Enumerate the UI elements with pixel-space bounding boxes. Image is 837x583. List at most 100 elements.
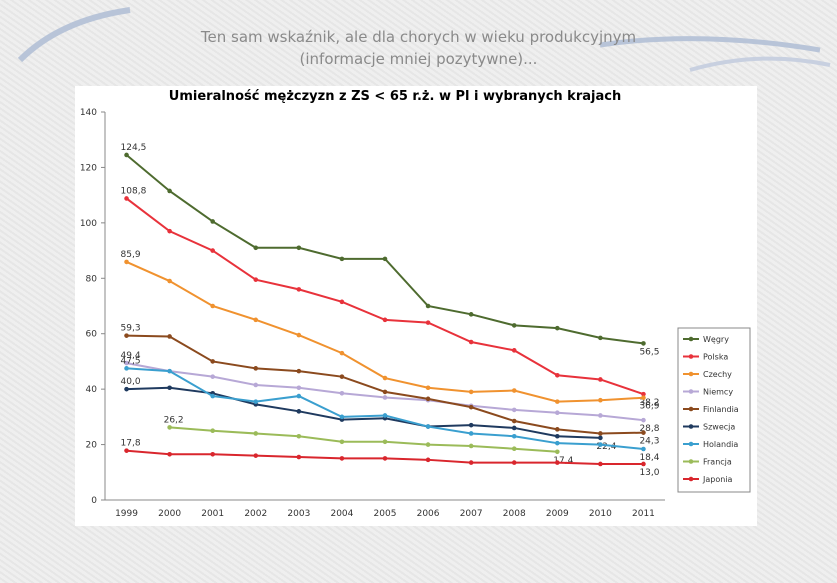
data-point [382,389,388,395]
data-point [124,448,129,453]
legend-marker [688,371,694,377]
data-point [555,427,560,432]
legend-marker [688,424,694,429]
data-point [468,422,474,428]
legend-marker [688,476,694,482]
data-point [425,424,431,429]
legend-marker [688,354,694,359]
x-tick-label: 1999 [115,509,138,519]
x-tick-label: 2003 [287,509,310,519]
data-point [296,332,302,338]
data-point [339,374,345,379]
chart-title: Umieralność mężczyzn z ZS < 65 r.ż. w Pl… [169,89,621,104]
data-point [641,395,646,401]
data-point [555,433,560,439]
data-point [253,245,259,251]
legend-marker [688,389,694,394]
data-point [425,396,431,402]
data-label: 26,2 [164,415,184,425]
legend-label: Japonia [702,475,733,484]
x-tick-label: 2002 [244,509,267,519]
chart-background [75,86,757,526]
data-point [253,431,259,436]
data-label: 47,5 [121,356,141,366]
legend-label: Czechy [703,370,732,379]
data-point [511,446,517,452]
data-point [468,443,474,449]
data-point [382,317,388,323]
data-point [425,385,431,391]
data-point [641,461,646,467]
legend-label: Polska [703,353,728,362]
data-point [296,385,302,391]
y-tick-label: 100 [80,219,97,229]
data-label: 28,8 [639,424,659,434]
data-label: 59,3 [121,324,141,334]
data-point [598,435,603,441]
data-point [425,303,431,309]
data-point [598,335,603,341]
data-point [382,375,388,381]
data-label: 40,0 [121,377,141,387]
data-point [382,439,388,445]
data-point [468,312,474,317]
data-point [511,433,517,439]
data-point [511,407,517,413]
data-point [598,442,603,447]
data-point [296,409,302,414]
data-point [598,413,603,418]
data-point [555,372,560,378]
data-point [124,366,129,371]
data-point [167,188,172,194]
data-label: 124,5 [121,143,147,153]
data-point [253,366,259,371]
x-tick-label: 2009 [546,509,569,519]
data-point [296,245,302,251]
data-label: 22,4 [596,442,616,452]
x-tick-label: 2011 [632,509,655,519]
data-point [598,431,603,436]
data-point [555,449,560,455]
x-tick-label: 2006 [417,509,440,519]
y-tick-label: 120 [80,163,97,173]
y-tick-label: 140 [80,108,97,118]
data-point [124,360,129,366]
data-point [210,451,215,457]
data-point [167,368,172,374]
data-point [210,393,215,399]
data-point [296,368,302,374]
data-point [382,256,388,262]
y-tick-label: 0 [91,496,97,506]
legend-marker [688,441,694,447]
data-point [210,248,215,253]
data-point [124,259,129,265]
data-point [210,374,215,379]
data-point [167,334,172,339]
data-point [511,388,517,393]
y-tick-label: 80 [86,274,98,284]
data-point [339,391,345,396]
data-point [382,395,388,400]
data-point [468,460,474,465]
data-point [598,461,603,467]
data-label: 13,0 [639,468,659,478]
data-point [382,413,388,418]
x-tick-label: 2001 [201,509,224,519]
data-point [296,454,302,460]
data-label: 17,4 [553,456,573,466]
data-point [555,399,560,404]
data-point [511,418,517,424]
data-point [555,410,560,416]
data-point [555,325,560,331]
data-label: 24,3 [639,437,659,447]
x-tick-label: 2008 [503,509,526,519]
data-point [253,453,259,458]
data-point [167,385,172,391]
slide-title: Ten sam wskaźnik, ale dla chorych w wiek… [200,28,637,46]
data-point [468,389,474,395]
chart: Umieralność mężczyzn z ZS < 65 r.ż. w Pl… [75,86,757,526]
y-tick-label: 60 [86,330,98,340]
data-point [210,428,215,434]
legend-marker [688,336,694,342]
data-point [468,431,474,436]
